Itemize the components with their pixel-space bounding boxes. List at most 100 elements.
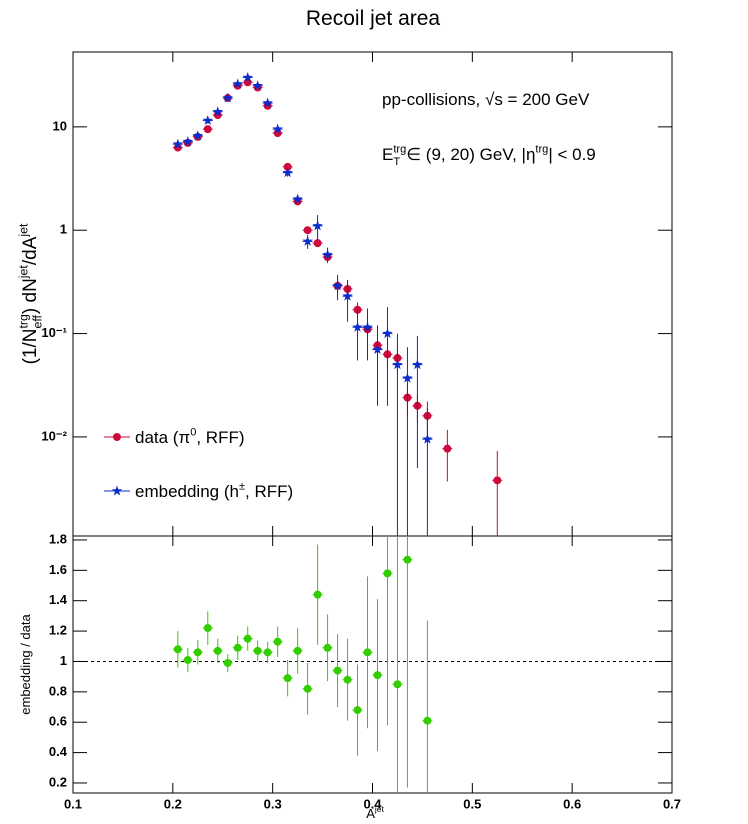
top-frame bbox=[72, 51, 673, 537]
x-tick-label: 0.6 bbox=[563, 796, 581, 811]
marker bbox=[173, 645, 182, 654]
text-part: data (π bbox=[135, 428, 190, 447]
x-tick-label: 0.3 bbox=[264, 796, 282, 811]
marker bbox=[283, 162, 292, 171]
marker bbox=[493, 476, 502, 485]
marker bbox=[222, 92, 233, 103]
text-part: trg bbox=[535, 143, 548, 155]
text-part: (1/N bbox=[20, 329, 41, 365]
marker bbox=[272, 123, 283, 134]
annotation-text: pp-collisions, √s = 200 GeV bbox=[382, 90, 590, 109]
marker bbox=[233, 643, 242, 652]
text-part: , RFF) bbox=[196, 428, 244, 447]
y-tick-label: 1.8 bbox=[49, 531, 67, 546]
y-axis-label: embedding / data bbox=[18, 614, 33, 715]
text-part: /dA bbox=[20, 236, 41, 265]
marker bbox=[203, 624, 212, 633]
marker bbox=[172, 138, 184, 149]
y-tick-label: 1 bbox=[60, 222, 67, 237]
marker bbox=[403, 555, 412, 564]
chart-title: Recoil jet area bbox=[306, 7, 441, 30]
marker bbox=[273, 637, 282, 646]
text-part: ± bbox=[239, 480, 245, 492]
legend-label: data (π 0, RFF) bbox=[135, 426, 245, 447]
text-part: jet bbox=[16, 265, 30, 280]
text-part: ) dN bbox=[20, 278, 41, 314]
legend-label: embedding (h ±, RFF) bbox=[135, 480, 293, 501]
text-part: E bbox=[382, 145, 393, 164]
marker bbox=[242, 72, 253, 82]
marker bbox=[202, 115, 214, 126]
marker bbox=[372, 344, 383, 355]
text-part: T bbox=[393, 156, 400, 168]
text-part: | < 0.9 bbox=[548, 145, 595, 164]
marker bbox=[253, 646, 262, 655]
marker bbox=[303, 684, 312, 693]
annotation: pp-collisions, √s = 200 GeV bbox=[382, 90, 590, 109]
data-layer bbox=[172, 536, 433, 793]
text-part: trg bbox=[16, 314, 30, 329]
marker bbox=[323, 643, 332, 652]
marker bbox=[332, 280, 343, 291]
marker bbox=[423, 716, 432, 725]
x-tick-label: 0.1 bbox=[64, 796, 82, 811]
legend-label-text: data (π 0, RFF) bbox=[135, 426, 245, 447]
marker bbox=[402, 372, 413, 383]
y-tick-label: 10⁻² bbox=[41, 428, 67, 443]
marker bbox=[363, 648, 372, 657]
text-part: pp-collisions, √s = 200 GeV bbox=[382, 90, 590, 109]
marker bbox=[362, 321, 373, 332]
marker bbox=[383, 569, 392, 578]
text-part: ∈ (9, 20) GeV, |η bbox=[406, 145, 535, 164]
marker bbox=[293, 646, 302, 655]
text-part: jet bbox=[16, 223, 30, 238]
marker bbox=[203, 125, 212, 134]
marker bbox=[243, 634, 252, 643]
marker bbox=[382, 328, 393, 339]
y-tick-label: 1.2 bbox=[49, 623, 67, 638]
text-part: jet bbox=[374, 804, 385, 814]
marker bbox=[292, 193, 303, 204]
text-part: embedding / data bbox=[18, 614, 33, 715]
y-axis-label-text: embedding / data bbox=[18, 614, 33, 715]
y-tick-label: 0.2 bbox=[49, 774, 67, 789]
marker bbox=[322, 249, 333, 260]
marker bbox=[313, 590, 322, 599]
marker bbox=[353, 706, 362, 715]
text-part: A bbox=[366, 806, 375, 821]
marker bbox=[252, 80, 263, 91]
y-tick-label: 0.6 bbox=[49, 714, 67, 729]
marker bbox=[282, 167, 293, 178]
legend-marker bbox=[113, 433, 121, 441]
marker bbox=[223, 658, 232, 667]
marker bbox=[352, 321, 363, 332]
marker bbox=[283, 674, 292, 683]
y-tick-label: 1.6 bbox=[49, 562, 67, 577]
text-part: , RFF) bbox=[245, 482, 293, 501]
marker bbox=[393, 680, 402, 689]
marker bbox=[183, 655, 192, 664]
y-tick-label: 10 bbox=[53, 118, 67, 133]
marker bbox=[392, 359, 403, 370]
marker bbox=[192, 130, 204, 141]
marker bbox=[303, 226, 312, 235]
bottom-frame bbox=[72, 535, 673, 794]
marker bbox=[232, 78, 243, 89]
marker bbox=[182, 136, 194, 147]
marker bbox=[193, 648, 202, 657]
y-tick-label: 0.8 bbox=[49, 683, 67, 698]
marker bbox=[312, 220, 323, 231]
marker bbox=[373, 671, 382, 680]
legend-marker bbox=[111, 485, 123, 496]
data-layer bbox=[172, 72, 503, 536]
x-tick-label: 0.2 bbox=[164, 796, 182, 811]
text-part: embedding (h bbox=[135, 482, 239, 501]
marker bbox=[333, 666, 342, 675]
marker bbox=[262, 97, 273, 108]
